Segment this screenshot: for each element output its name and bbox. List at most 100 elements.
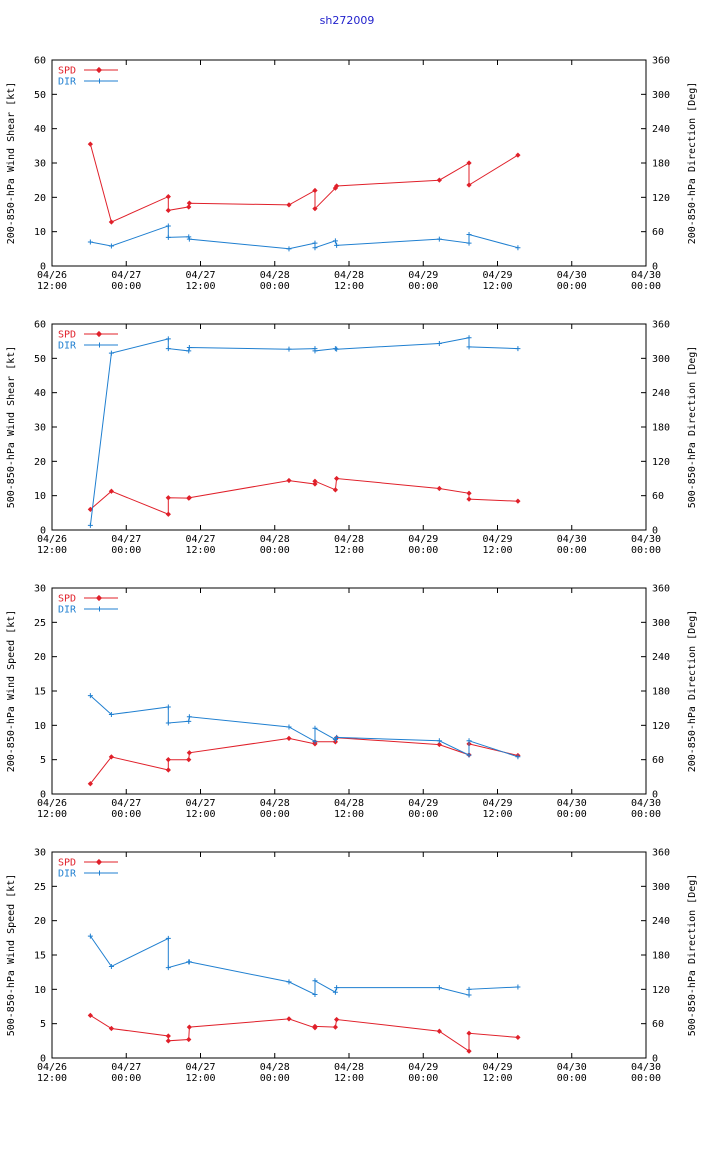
data-point-spd xyxy=(466,1048,472,1054)
y2-tick-label: 300 xyxy=(652,90,670,101)
data-point-dir xyxy=(108,963,114,969)
y-tick-label: 0 xyxy=(40,526,46,537)
data-point-spd xyxy=(332,487,339,493)
data-point-dir xyxy=(312,240,318,246)
chart-panel-2: 010203040506006012018024030036004/2612:0… xyxy=(6,320,698,557)
legend-marker-dir xyxy=(97,870,102,876)
x-tick-label-time: 00:00 xyxy=(111,809,141,820)
y-tick-label: 30 xyxy=(34,159,46,170)
legend-label-spd: SPD xyxy=(58,330,76,341)
data-point-dir xyxy=(312,348,318,354)
data-point-dir xyxy=(334,985,340,991)
data-point-dir xyxy=(286,979,292,985)
data-point-spd xyxy=(466,1030,472,1036)
data-point-spd xyxy=(334,1016,340,1023)
y2-tick-label: 120 xyxy=(652,721,670,732)
legend-marker-spd xyxy=(95,66,103,74)
data-point-dir xyxy=(186,234,192,240)
legend-marker-dir xyxy=(97,342,102,348)
x-tick-label-time: 12:00 xyxy=(482,1073,512,1084)
data-point-spd xyxy=(186,757,192,763)
y2-tick-label: 60 xyxy=(652,491,664,502)
data-point-dir xyxy=(108,350,114,356)
data-point-spd xyxy=(186,200,192,206)
data-point-spd xyxy=(186,204,192,210)
y-tick-label: 15 xyxy=(34,951,46,962)
x-tick-label-date: 04/28 xyxy=(334,534,364,545)
x-tick-label-date: 04/29 xyxy=(482,534,512,545)
y2-tick-label: 0 xyxy=(652,790,658,801)
y-tick-label: 20 xyxy=(34,457,46,468)
data-point-dir xyxy=(186,236,192,242)
data-point-spd xyxy=(108,488,115,494)
data-point-dir xyxy=(165,704,171,710)
y-tick-label: 10 xyxy=(34,227,46,238)
y2-tick-label: 360 xyxy=(652,56,670,67)
data-point-dir xyxy=(515,245,521,251)
data-point-dir xyxy=(466,240,472,246)
x-tick-label-date: 04/27 xyxy=(111,270,141,281)
data-point-spd xyxy=(286,202,292,208)
x-tick-label-time: 00:00 xyxy=(557,545,587,556)
x-tick-label-date: 04/29 xyxy=(482,270,512,281)
data-point-spd xyxy=(87,506,93,513)
x-tick-label-time: 12:00 xyxy=(37,1073,67,1084)
x-tick-label-time: 00:00 xyxy=(111,545,141,556)
panels: 010203040506006012018024030036004/2612:0… xyxy=(6,56,698,1085)
data-point-spd xyxy=(165,1033,171,1039)
data-point-spd xyxy=(332,1024,339,1030)
x-tick-label-time: 12:00 xyxy=(334,1073,364,1084)
figure-title: sh272009 xyxy=(320,14,375,27)
y-tick-label: 60 xyxy=(34,320,46,331)
y-tick-label: 50 xyxy=(34,90,46,101)
data-point-dir xyxy=(87,693,93,699)
x-tick-label-time: 00:00 xyxy=(408,809,438,820)
y2-tick-label: 240 xyxy=(652,124,670,135)
data-point-spd xyxy=(312,478,318,484)
data-point-spd xyxy=(87,781,93,787)
y2-tick-label: 0 xyxy=(652,262,658,273)
x-tick-label-time: 12:00 xyxy=(185,281,215,292)
x-tick-label-time: 00:00 xyxy=(260,1073,290,1084)
data-point-dir xyxy=(436,236,442,242)
data-point-dir xyxy=(165,935,171,941)
data-point-spd xyxy=(436,177,442,183)
data-point-dir xyxy=(165,336,171,342)
data-point-spd xyxy=(515,1034,521,1041)
plot-frame xyxy=(51,851,647,1059)
series-line-spd xyxy=(90,477,518,515)
data-point-spd xyxy=(466,160,472,166)
x-tick-label-time: 12:00 xyxy=(37,545,67,556)
x-tick-label-date: 04/29 xyxy=(408,798,438,809)
x-tick-label-time: 12:00 xyxy=(334,809,364,820)
x-tick-label-time: 00:00 xyxy=(557,1073,587,1084)
data-point-dir xyxy=(334,242,340,248)
y-axis-label: 500-850-hPa Wind Speed [kt] xyxy=(6,874,17,1037)
data-point-dir xyxy=(466,232,472,238)
series-line-dir xyxy=(90,225,519,250)
chart-panel-1: 010203040506006012018024030036004/2612:0… xyxy=(6,56,698,293)
legend-label-dir: DIR xyxy=(58,869,77,880)
data-point-spd xyxy=(436,1028,442,1034)
data-point-spd xyxy=(165,495,171,501)
y-tick-label: 25 xyxy=(34,618,46,629)
data-point-dir xyxy=(332,989,338,995)
data-point-spd xyxy=(165,207,171,214)
x-tick-label-time: 00:00 xyxy=(557,809,587,820)
data-point-spd xyxy=(87,1012,93,1019)
y-tick-label: 20 xyxy=(34,916,46,927)
x-tick-label-date: 04/28 xyxy=(260,534,290,545)
y2-tick-label: 60 xyxy=(652,1019,664,1030)
y2-axis-label: 200-850-hPa Direction [Deg] xyxy=(687,82,698,245)
y-axis-label: 200-850-hPa Wind Shear [kt] xyxy=(6,82,17,245)
y-tick-label: 0 xyxy=(40,1054,46,1065)
x-tick-label-date: 04/27 xyxy=(185,270,215,281)
data-point-dir xyxy=(466,344,472,350)
x-tick-label-date: 04/29 xyxy=(408,534,438,545)
data-point-dir xyxy=(436,738,442,744)
data-point-spd xyxy=(334,475,340,482)
chart-panel-3: 05101520253006012018024030036004/2612:00… xyxy=(6,584,698,821)
x-tick-label-time: 12:00 xyxy=(482,545,512,556)
data-point-dir xyxy=(332,238,338,244)
x-tick-label-time: 12:00 xyxy=(482,809,512,820)
